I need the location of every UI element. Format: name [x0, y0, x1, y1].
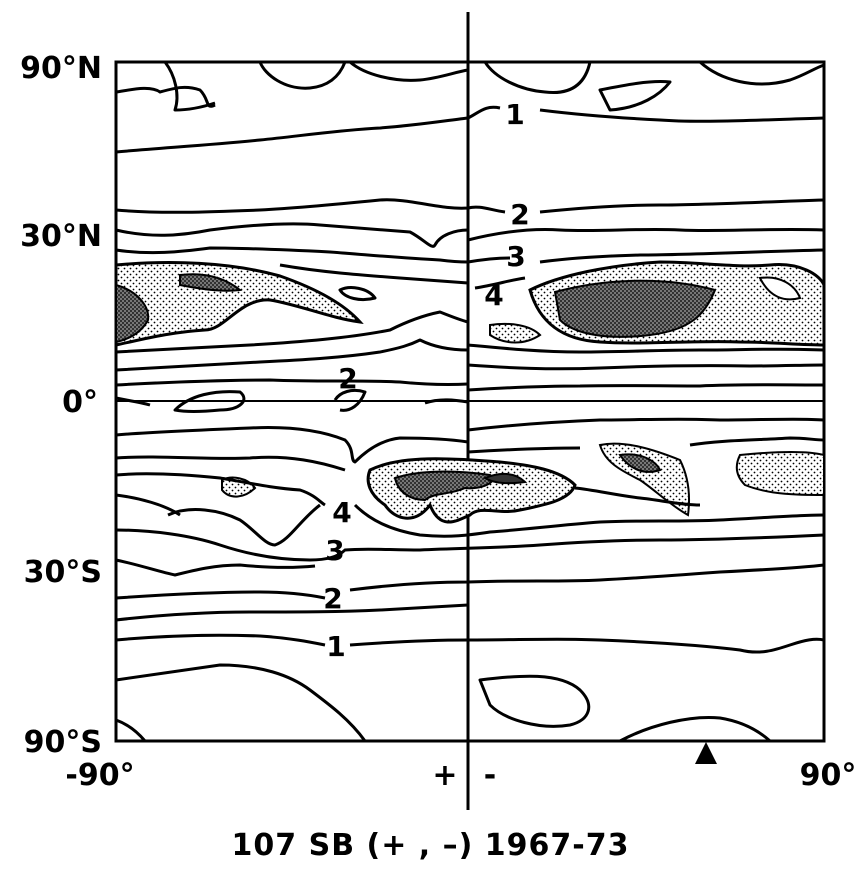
contour-label: 4 [484, 279, 503, 312]
contour-label: 1 [505, 98, 524, 131]
y-tick-label: 30°N [20, 219, 102, 254]
x-tick-label: - [484, 758, 496, 793]
y-tick-label: 90°S [24, 725, 102, 760]
x-tick-label: + [432, 758, 457, 793]
triangle-marker-icon [695, 742, 717, 764]
contour-label: 2 [510, 198, 529, 231]
figure-caption: 107 SB (+ , –) 1967-73 [231, 828, 630, 863]
contour-label: 2 [323, 582, 342, 615]
x-tick-labels: -90° + - 90° [65, 758, 856, 793]
contour-lines [115, 60, 825, 743]
contour-label: 3 [506, 240, 525, 273]
contour-label: 3 [325, 534, 344, 567]
y-tick-label: 30°S [24, 555, 102, 590]
contour-label: 2 [338, 362, 357, 395]
y-tick-label: 0° [62, 385, 98, 420]
x-tick-label: 90° [800, 758, 857, 793]
y-tick-labels: 90°N 30°N 0° 30°S 90°S [20, 51, 102, 760]
contour-labels: 1 2 3 4 2 4 3 2 1 [323, 98, 529, 663]
y-tick-label: 90°N [20, 51, 102, 86]
contour-label: 4 [332, 496, 351, 529]
contour-label: 1 [326, 630, 345, 663]
shaded-regions [114, 260, 826, 524]
x-tick-label: -90° [65, 758, 134, 793]
